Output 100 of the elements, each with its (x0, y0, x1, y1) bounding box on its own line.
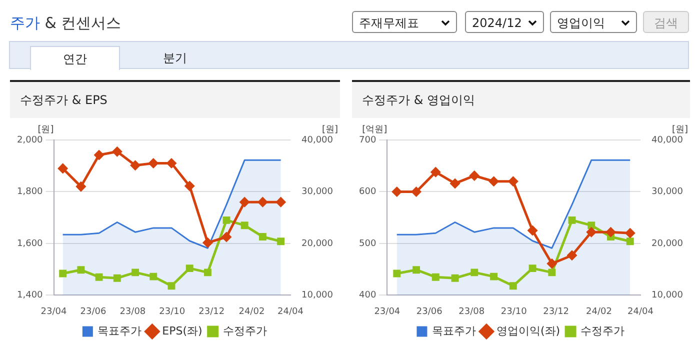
text: 2024/12 (472, 16, 522, 30)
point (606, 227, 616, 237)
point (150, 272, 158, 280)
point (568, 216, 576, 224)
x-tick-label: 23/04 (374, 306, 400, 317)
point (470, 170, 480, 180)
point (567, 250, 577, 260)
y2-tick-label: 10,000 (652, 290, 684, 301)
point (222, 216, 230, 224)
point (148, 158, 158, 168)
x-tick-label: 23/08 (458, 306, 485, 317)
x-tick-label: 23/04 (40, 306, 68, 317)
point (276, 197, 286, 207)
y2-tick-label: 40,000 (652, 135, 684, 146)
point (528, 226, 538, 236)
legend-label: 목표주가 (432, 324, 476, 338)
x-tick-label: 24/02 (238, 306, 265, 317)
point (470, 268, 478, 276)
text: 주가 & 컨센서스 (10, 14, 122, 33)
point (412, 266, 420, 274)
text: 영업이익 (557, 16, 605, 30)
y2-tick-label: 10,000 (302, 290, 334, 301)
point (430, 167, 440, 177)
point (277, 238, 285, 246)
point (130, 160, 140, 170)
y2-axis-title: [원] (322, 124, 338, 135)
point (58, 164, 68, 174)
point (490, 272, 498, 280)
x-tick-label: 24/02 (586, 306, 612, 317)
point (59, 270, 67, 278)
text: 검색 (643, 11, 689, 33)
legend-label: 수정주가 (580, 324, 625, 338)
legend-label: 목표주가 (98, 324, 142, 338)
y2-axis-title: [원] (672, 124, 688, 135)
point (586, 227, 596, 237)
y-tick-label: 700 (358, 135, 376, 146)
text: 분기 (162, 50, 188, 67)
point (258, 233, 266, 240)
point (412, 186, 421, 196)
point (132, 268, 139, 276)
point (450, 178, 460, 188)
text: 주재무제표 (359, 16, 419, 30)
text: 연간 (30, 46, 120, 70)
y-tick-label: 1,600 (17, 238, 44, 249)
point (508, 176, 518, 186)
point (204, 268, 212, 276)
point (451, 274, 459, 282)
point (547, 258, 557, 268)
x-tick-label: 23/06 (80, 306, 106, 317)
x-tick-label: 23/06 (416, 306, 443, 317)
legend-label: 영업이익(좌) (496, 324, 560, 338)
x-tick-label: 23/10 (159, 306, 186, 317)
point (625, 228, 635, 238)
x-tick-label: 24/04 (278, 306, 304, 317)
point (588, 222, 596, 230)
point (432, 273, 440, 281)
point (168, 282, 176, 290)
point (509, 282, 517, 290)
point (95, 273, 103, 281)
point (184, 181, 194, 191)
point (528, 264, 536, 272)
y-tick-label: 1,400 (17, 290, 44, 301)
y2-tick-label: 20,000 (302, 238, 334, 249)
point (392, 186, 402, 196)
y-tick-label: 1,800 (17, 187, 44, 198)
point (222, 232, 232, 242)
point (240, 222, 248, 230)
x-tick-label: 23/12 (198, 306, 225, 317)
x-tick-label: 23/08 (120, 306, 146, 317)
legend-label: 수정주가 (222, 324, 267, 338)
point (76, 182, 86, 192)
point (113, 274, 121, 282)
y-tick-label: 600 (358, 187, 376, 198)
point (94, 150, 104, 160)
y2-tick-label: 40,000 (302, 135, 334, 146)
point (548, 268, 556, 276)
chart-title: 수정주가 & EPS (10, 82, 340, 118)
y-tick-label: 500 (358, 238, 376, 249)
y-axis-title: [원] (38, 124, 54, 135)
point (626, 238, 634, 246)
y2-tick-label: 30,000 (652, 187, 684, 198)
x-tick-label: 23/12 (543, 306, 570, 317)
point (258, 197, 268, 207)
point (240, 197, 250, 207)
y-tick-label: 400 (358, 290, 376, 301)
point (112, 146, 122, 156)
point (77, 266, 85, 274)
chart-title: 수정주가 & 영업이익 (352, 82, 690, 118)
y-axis-title: [억원] (362, 124, 388, 135)
y2-tick-label: 30,000 (302, 187, 334, 198)
legend-label: EPS(좌) (162, 324, 202, 338)
point (489, 176, 499, 186)
y-tick-label: 2,000 (17, 135, 44, 146)
point (202, 238, 212, 248)
x-tick-label: 24/04 (628, 306, 654, 317)
x-tick-label: 23/10 (500, 306, 528, 317)
point (186, 264, 194, 272)
point (393, 270, 401, 278)
y2-tick-label: 20,000 (652, 238, 684, 249)
point (166, 158, 176, 168)
